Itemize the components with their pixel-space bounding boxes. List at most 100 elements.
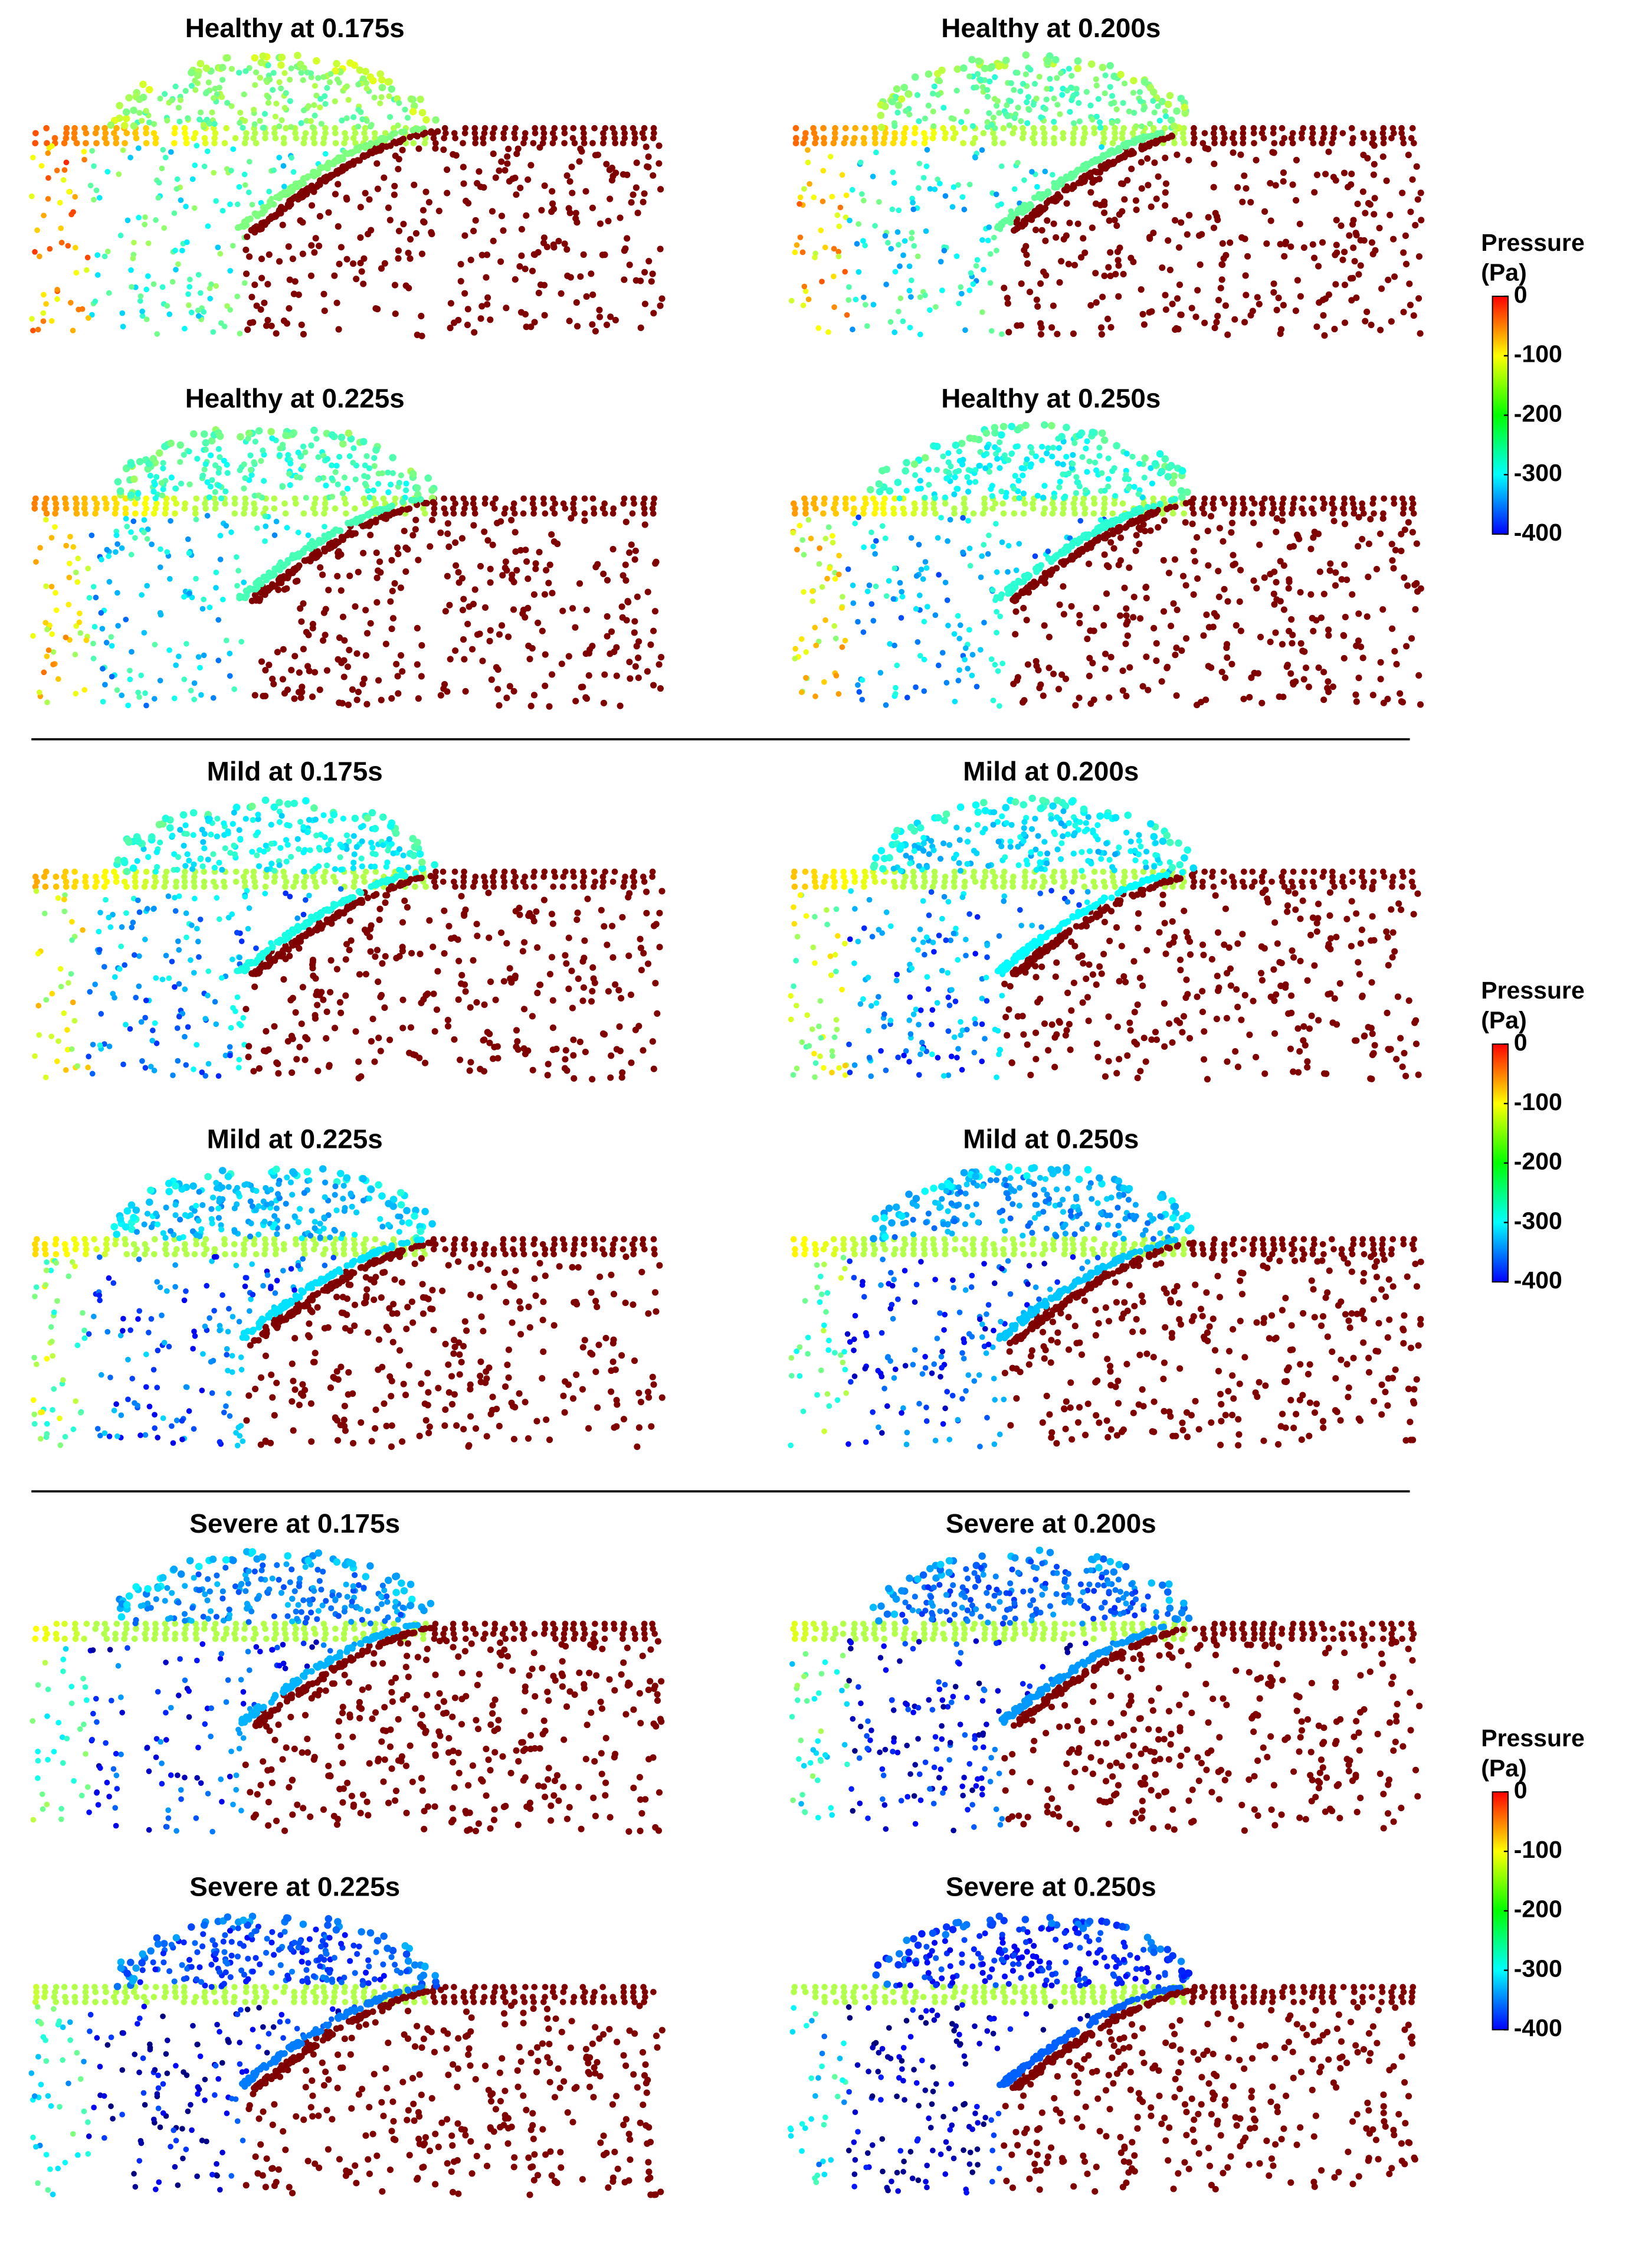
particle [1230,149,1237,156]
particle [344,83,350,90]
particle [344,485,351,492]
particle [1149,480,1155,487]
particle [462,125,469,132]
particle [114,478,122,486]
particle [382,640,389,647]
particle [1087,102,1094,109]
particle [1026,107,1032,113]
particle [1332,582,1339,589]
particle [1025,94,1032,100]
particle [159,165,165,172]
particle [1070,120,1077,126]
particle [1141,454,1149,462]
particle [237,120,243,126]
particle [860,510,867,517]
particle [799,537,806,543]
particle [332,505,339,512]
particle [1020,472,1026,479]
particle [218,64,227,71]
particle [798,689,805,695]
particle [1313,323,1320,330]
particle [1401,574,1408,581]
particle [1213,613,1220,620]
particle [624,235,631,242]
particle [621,247,628,254]
particle [1126,564,1133,571]
particle [100,666,106,672]
particle [1267,217,1274,224]
particle [1100,622,1107,629]
particle [322,130,329,136]
particle [322,178,329,185]
particle [236,70,242,76]
particle [286,470,293,477]
particle [481,604,489,611]
particle [122,114,130,123]
particle [230,243,236,249]
particle [312,510,319,517]
particle [1124,632,1131,639]
particle [447,300,454,307]
particle [270,87,276,93]
particle [999,331,1005,337]
particle [1320,696,1328,703]
particle [355,568,362,575]
particle [1364,155,1371,162]
particle [974,71,981,77]
particle [514,145,522,152]
particle [209,109,215,116]
particle [336,453,343,460]
particle [192,130,199,136]
particle [891,130,898,136]
particle [386,503,393,510]
particle [194,142,200,149]
particle [363,701,371,708]
particle [1221,500,1228,507]
particle [842,269,848,275]
particle [74,579,81,585]
particle [281,184,287,189]
particle [1007,586,1014,593]
particle [130,518,137,525]
particle [939,287,945,293]
particle [1377,659,1384,666]
particle [311,140,318,146]
particle [1102,487,1108,494]
particle [397,584,404,591]
particle [1043,271,1050,279]
particle [313,57,320,65]
particle [102,682,108,688]
particle [214,816,221,822]
particle [860,135,867,142]
particle [956,448,962,455]
particle [460,595,467,603]
particle [921,454,929,462]
particle [604,633,611,640]
particle [127,676,133,683]
particle [289,155,294,161]
particle [1158,129,1165,136]
particle [1076,620,1083,627]
particle [1117,557,1124,564]
particle [283,585,290,592]
particle [157,564,163,571]
particle [1061,186,1068,194]
particle [235,224,242,231]
particle [994,569,1000,575]
particle [790,529,796,536]
particle [1155,173,1162,180]
particle [396,100,402,106]
particle-plot [32,796,666,1083]
particle [293,564,300,571]
particle [1107,539,1115,546]
particle [525,575,532,582]
particle [217,532,224,539]
particle [278,191,285,198]
particle [1126,108,1132,114]
particle [325,587,332,594]
particle [297,694,304,701]
particle [212,130,219,136]
particle [1026,584,1033,591]
particle [278,85,284,91]
particle [284,800,292,808]
